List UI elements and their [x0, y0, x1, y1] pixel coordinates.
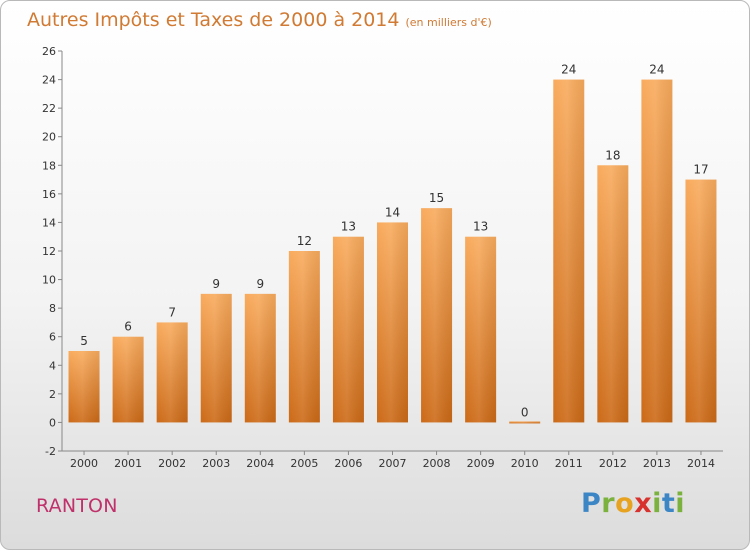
- bar-shine: [509, 421, 541, 424]
- bar-shine: [244, 293, 276, 423]
- data-label: 24: [561, 63, 576, 77]
- x-tick-label: 2010: [511, 457, 539, 470]
- bar-shine: [112, 336, 144, 423]
- x-tick-label: 2006: [334, 457, 362, 470]
- y-tick-label: 16: [42, 188, 56, 201]
- data-label: 13: [341, 220, 356, 234]
- bar-shine: [332, 236, 364, 423]
- bar-shine: [465, 236, 497, 423]
- bar-shine: [421, 208, 453, 423]
- data-label: 0: [521, 405, 529, 419]
- y-tick-label: 24: [42, 74, 56, 87]
- bar-shine: [597, 165, 629, 423]
- x-tick-label: 2002: [158, 457, 186, 470]
- value-labels-group: 5 6 7 9 9 12 13 14 15 13 0 24 18 24 17: [80, 63, 708, 420]
- data-label: 6: [124, 320, 132, 334]
- y-tick-label: 8: [49, 302, 56, 315]
- chart-title-text: Autres Impôts et Taxes de 2000 à 2014: [27, 9, 400, 31]
- x-tick-label: 2001: [114, 457, 142, 470]
- data-label: 5: [80, 334, 88, 348]
- data-label: 9: [256, 277, 264, 291]
- y-tick-label: 6: [49, 331, 56, 344]
- chart-title: Autres Impôts et Taxes de 2000 à 2014 (en…: [27, 9, 492, 31]
- data-label: 12: [297, 234, 312, 248]
- proxiti-logo: Proxiti: [581, 488, 686, 519]
- y-tick-label: 14: [42, 216, 56, 229]
- x-tick-label: 2007: [379, 457, 407, 470]
- data-label: 24: [649, 63, 664, 77]
- x-tick-label: 2003: [202, 457, 230, 470]
- y-tick-label: 20: [42, 131, 56, 144]
- y-tick-label: 26: [42, 45, 56, 58]
- bar-shine: [553, 79, 585, 423]
- y-tick-label: 0: [49, 416, 56, 429]
- x-tick-label: 2012: [599, 457, 627, 470]
- x-tick-label: 2014: [687, 457, 715, 470]
- data-label: 13: [473, 220, 488, 234]
- y-tick-label: 4: [49, 359, 56, 372]
- y-tick-label: 22: [42, 102, 56, 115]
- data-label: 14: [385, 205, 400, 219]
- x-tick-label: 2009: [467, 457, 495, 470]
- bar-shine: [200, 293, 232, 423]
- bar-shine: [377, 222, 408, 423]
- bar-shine: [685, 179, 717, 423]
- data-label: 17: [693, 163, 708, 177]
- bar-shine: [641, 79, 673, 423]
- x-tick-label: 2005: [290, 457, 318, 470]
- x-tick-label: 2008: [423, 457, 451, 470]
- x-tick-label: 2011: [555, 457, 583, 470]
- x-tick-label: 2004: [246, 457, 274, 470]
- bar-shine: [288, 251, 320, 423]
- data-label: 15: [429, 191, 444, 205]
- y-tick-label: 18: [42, 159, 56, 172]
- x-tick-label: 2013: [643, 457, 671, 470]
- bar-shine: [68, 351, 100, 423]
- data-label: 7: [168, 305, 176, 319]
- x-tick-label: 2000: [70, 457, 98, 470]
- bars-group: [68, 79, 717, 424]
- bar-shine: [156, 322, 188, 423]
- y-tick-label: -2: [45, 445, 56, 458]
- data-label: 9: [212, 277, 220, 291]
- data-label: 18: [605, 148, 620, 162]
- chart-subtitle: (en milliers d'€): [405, 16, 492, 29]
- y-tick-label: 10: [42, 274, 56, 287]
- commune-name: RANTON: [36, 495, 118, 517]
- y-tick-label: 12: [42, 245, 56, 258]
- y-tick-label: 2: [49, 388, 56, 401]
